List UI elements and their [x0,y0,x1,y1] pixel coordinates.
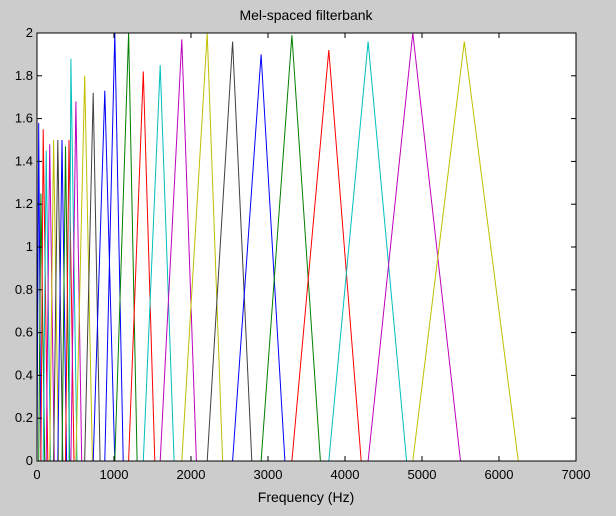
series-line-25 [291,50,362,462]
series-line-5 [45,144,55,462]
x-axis-label: Frequency (Hz) [258,489,354,505]
y-tick-label: 1.2 [15,196,33,211]
y-tick-label: 0.6 [15,325,33,340]
series-line-24 [260,35,321,462]
series-line-4 [42,150,51,462]
series-line-19 [142,65,175,462]
series-line-11 [68,58,78,462]
x-tick-label: 4000 [331,467,360,482]
series-line-13 [75,75,93,462]
series-line-14 [84,92,101,462]
y-tick-label: 2 [26,25,33,40]
series-line-15 [92,90,116,462]
y-tick-label: 1.4 [15,153,33,168]
y-tick-label: 1.6 [15,111,33,126]
series-line-12 [70,101,83,462]
series-line-3 [40,129,49,462]
ticks-layer: 0 1000 2000 3000 4000 5000 6000 7000 0 0.2 0.4 0.6 0… [15,25,591,482]
y-tick-label: 0.4 [15,367,33,382]
x-tick-label: 1000 [100,467,129,482]
chart-title: Mel-spaced filterbank [239,7,373,23]
series-line-2 [38,193,46,462]
series-line-1 [36,122,42,462]
series-line-7 [53,139,64,462]
x-tick-label: 3000 [254,467,283,482]
series-line-9 [61,146,71,462]
x-tick-label: 6000 [485,467,514,482]
series-line-8 [57,139,68,462]
x-tick-label: 2000 [177,467,206,482]
series-line-22 [206,41,253,462]
y-tick-label: 1 [26,239,33,254]
series-line-26 [328,41,408,462]
y-tick-label: 0 [26,453,33,468]
series-line-20 [159,39,197,462]
y-tick-label: 1.8 [15,68,33,83]
series-line-18 [128,71,156,462]
y-tick-label: 0.8 [15,282,33,297]
series-line-28 [412,41,519,462]
series-layer [36,32,519,462]
x-tick-label: 5000 [408,467,437,482]
series-line-23 [232,54,286,462]
x-tick-label: 0 [33,467,40,482]
y-tick-label: 0.2 [15,410,33,425]
x-tick-label: 7000 [562,467,591,482]
series-line-6 [49,139,60,462]
